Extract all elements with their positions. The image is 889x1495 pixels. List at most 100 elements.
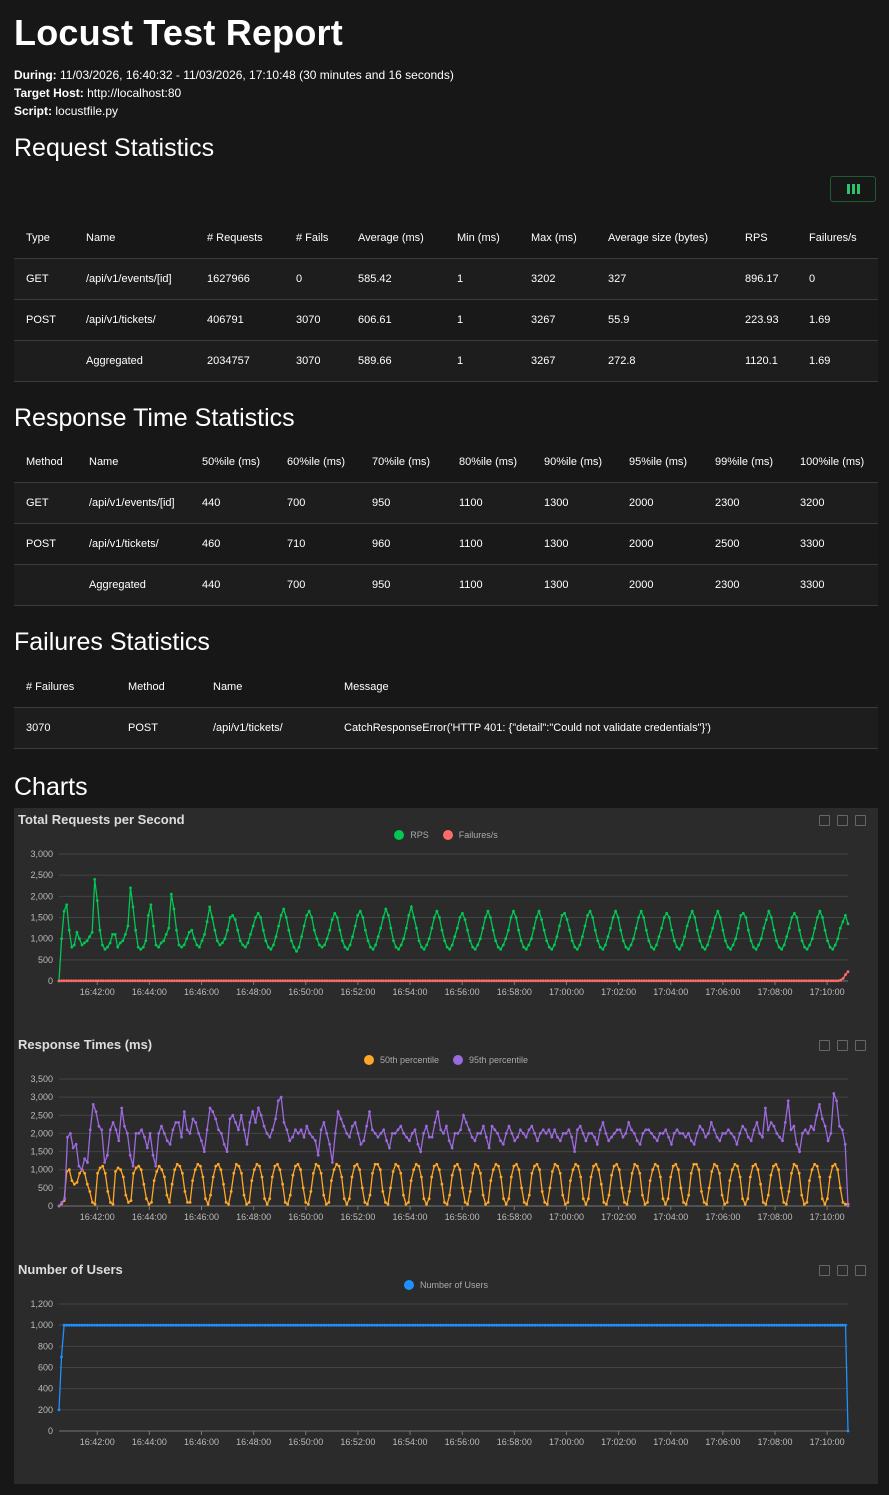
column-header[interactable]: 90%ile (ms) — [544, 456, 603, 468]
x-tick-label: 16:48:00 — [236, 1212, 271, 1222]
legend-item[interactable]: Number of Users — [403, 1280, 488, 1290]
legend-item[interactable]: 95th percentile — [453, 1055, 528, 1065]
data-point — [116, 1323, 119, 1327]
data-point — [496, 1132, 499, 1135]
data-point — [844, 1202, 847, 1206]
data-point — [296, 1323, 300, 1327]
column-header[interactable]: Message — [344, 681, 389, 693]
download-icon[interactable] — [855, 1265, 866, 1276]
data-point — [561, 979, 565, 983]
data-point — [60, 1355, 63, 1359]
column-header[interactable]: Type — [26, 232, 50, 244]
column-header[interactable]: Name — [86, 232, 116, 244]
data-point — [655, 1323, 659, 1327]
data-point — [200, 1323, 203, 1327]
data-point — [117, 1139, 121, 1143]
column-header[interactable]: # Fails — [296, 232, 329, 244]
column-header[interactable]: # Requests — [207, 232, 263, 244]
table-cell: 3070 — [284, 299, 346, 341]
data-point — [559, 979, 562, 983]
legend-item[interactable]: RPS — [394, 830, 429, 840]
data-point — [69, 1132, 72, 1135]
zoom-reset-icon[interactable] — [837, 1265, 848, 1276]
data-point — [389, 926, 393, 930]
data-point — [227, 1202, 231, 1206]
data-point — [359, 1142, 363, 1146]
table-cell: 589.66 — [346, 340, 445, 382]
column-header[interactable]: # Failures — [26, 681, 75, 693]
data-point — [223, 1323, 226, 1327]
data-point — [234, 979, 238, 983]
zoom-icon[interactable] — [819, 1040, 830, 1051]
zoom-reset-icon[interactable] — [837, 1040, 848, 1051]
data-point — [772, 979, 776, 983]
data-point — [303, 979, 307, 983]
data-point — [453, 1164, 457, 1168]
data-point — [128, 979, 132, 983]
during-line: During: 11/03/2026, 16:40:32 - 11/03/202… — [14, 66, 454, 84]
rps-chart-toolbox — [819, 815, 866, 826]
data-point — [339, 1117, 343, 1121]
column-header[interactable]: 95%ile (ms) — [629, 456, 688, 468]
column-header[interactable]: Method — [26, 456, 63, 468]
legend-item[interactable]: Failures/s — [442, 830, 498, 840]
data-point — [583, 979, 587, 983]
data-point — [147, 914, 150, 917]
download-icon[interactable] — [855, 815, 866, 826]
data-point — [194, 1121, 198, 1124]
script-value: locustfile.py — [52, 104, 119, 118]
data-point — [598, 945, 602, 949]
column-header[interactable]: 60%ile (ms) — [287, 456, 346, 468]
data-point — [629, 943, 633, 947]
data-point — [340, 1175, 344, 1179]
column-header[interactable]: Average size (bytes) — [608, 232, 709, 244]
data-point — [604, 1323, 608, 1327]
data-point — [786, 1099, 790, 1103]
column-header[interactable]: RPS — [745, 232, 768, 244]
zoom-reset-icon[interactable] — [837, 815, 848, 826]
column-header[interactable]: Name — [89, 456, 119, 468]
data-point — [139, 1323, 142, 1327]
data-point — [838, 1124, 841, 1128]
data-point — [406, 979, 410, 983]
data-point — [240, 1323, 244, 1327]
data-point — [513, 1139, 517, 1143]
data-point — [97, 1124, 101, 1128]
data-point — [133, 979, 137, 983]
column-header[interactable]: 70%ile (ms) — [372, 456, 431, 468]
column-header[interactable]: Method — [128, 681, 165, 693]
column-select-button[interactable] — [830, 176, 876, 202]
column-header[interactable]: Failures/s — [809, 232, 857, 244]
data-point — [730, 1168, 734, 1172]
column-header[interactable]: Max (ms) — [531, 232, 577, 244]
data-point — [108, 941, 112, 945]
column-header[interactable]: 50%ile (ms) — [202, 456, 261, 468]
data-point — [448, 947, 452, 951]
column-header[interactable]: Average (ms) — [358, 232, 424, 244]
zoom-icon[interactable] — [819, 815, 830, 826]
data-point — [676, 1323, 679, 1327]
table-cell: POST — [14, 299, 74, 341]
data-point — [238, 1323, 242, 1327]
column-header[interactable]: Min (ms) — [457, 232, 500, 244]
column-header[interactable]: 99%ile (ms) — [715, 456, 774, 468]
data-point — [461, 911, 464, 915]
column-header[interactable]: 100%ile (ms) — [800, 456, 865, 468]
data-point — [691, 979, 695, 983]
data-point — [550, 1135, 554, 1139]
download-icon[interactable] — [855, 1040, 866, 1051]
data-point — [831, 979, 835, 983]
data-point — [156, 1323, 160, 1327]
zoom-icon[interactable] — [819, 1265, 830, 1276]
column-header[interactable]: 80%ile (ms) — [459, 456, 518, 468]
data-point — [62, 979, 66, 983]
data-point — [159, 941, 163, 945]
data-point — [332, 1168, 336, 1172]
data-point — [782, 979, 786, 983]
data-point — [460, 979, 464, 983]
data-point — [627, 979, 631, 983]
column-header[interactable]: Name — [213, 681, 243, 693]
data-point — [491, 928, 495, 932]
legend-item[interactable]: 50th percentile — [363, 1055, 439, 1065]
data-point — [556, 1164, 559, 1168]
